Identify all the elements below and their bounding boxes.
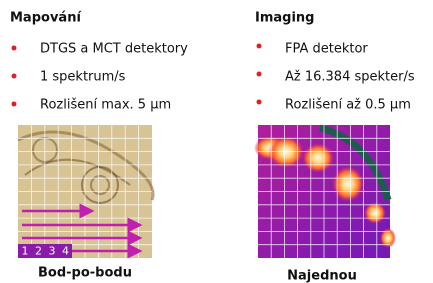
bullet-text: Až 16.384 spekter/s [285, 70, 415, 85]
caption: Bod-po-bodu [38, 266, 132, 281]
step-label: 4 [62, 245, 69, 258]
step-label: 1 [22, 245, 29, 258]
caption: Najednou [287, 269, 357, 283]
bullet-list: FPA detektor Až 16.384 spekter/s Rozliše… [257, 42, 415, 113]
sample-image [18, 125, 153, 258]
bullet-dot [12, 102, 17, 107]
bullet-dot [257, 72, 262, 77]
bullet-list: DTGS a MCT detektory 1 spektrum/s Rozliš… [12, 42, 189, 113]
column-title: Imaging [255, 11, 314, 26]
bullet-dot [257, 44, 262, 49]
bullet-dot [257, 100, 262, 105]
bullet-dot [12, 46, 17, 51]
bullet-text: FPA detektor [285, 42, 368, 57]
chemical-image [254, 125, 396, 258]
bullet-text: Rozlišení max. 5 µm [40, 98, 171, 113]
step-label: 2 [35, 245, 42, 258]
bullet-text: Rozlišení až 0.5 µm [285, 98, 411, 113]
bullet-dot [12, 74, 17, 79]
column-title: Mapování [10, 11, 82, 26]
bullet-text: 1 spektrum/s [40, 70, 126, 85]
slide: Mapování DTGS a MCT detektory 1 spektrum… [0, 0, 433, 283]
bullet-text: DTGS a MCT detektory [40, 42, 188, 57]
step-label: 3 [49, 245, 56, 258]
